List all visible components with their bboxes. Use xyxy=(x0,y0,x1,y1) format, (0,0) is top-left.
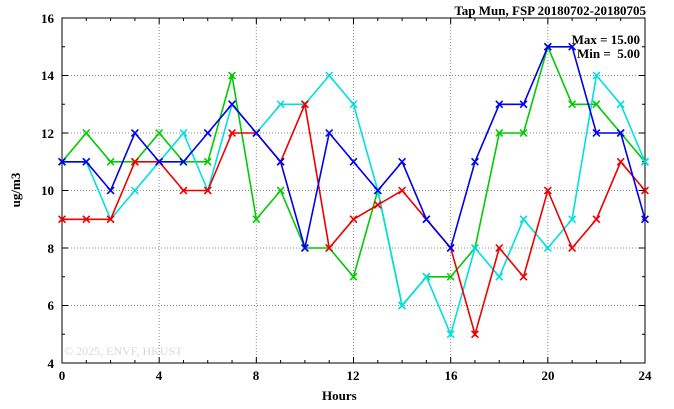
data-point-series-red xyxy=(349,215,358,224)
data-point-series-cyan xyxy=(641,157,649,166)
y-tick-label: 4 xyxy=(47,356,55,371)
data-point-series-green xyxy=(106,157,115,166)
y-tick-label: 12 xyxy=(41,126,54,141)
data-point-series-red xyxy=(519,272,528,281)
data-point-series-red xyxy=(641,186,649,195)
data-point-series-blue xyxy=(179,157,188,166)
data-point-series-red xyxy=(228,129,237,137)
watermark: © 2025, ENVF, HKUST xyxy=(64,344,183,358)
x-tick-label: 8 xyxy=(252,368,260,383)
data-point-series-cyan xyxy=(495,272,504,281)
data-point-series-red xyxy=(130,157,139,166)
x-tick-label: 16 xyxy=(444,368,458,383)
data-point-series-blue xyxy=(252,129,261,137)
data-point-series-green xyxy=(155,129,164,137)
data-point-series-red xyxy=(106,215,115,224)
data-point-series-blue xyxy=(519,100,528,109)
y-tick-label: 14 xyxy=(41,68,54,83)
data-point-series-cyan xyxy=(568,215,577,224)
data-point-series-green xyxy=(446,272,455,281)
data-point-series-blue xyxy=(276,157,285,166)
data-point-series-red xyxy=(373,200,382,209)
data-point-series-blue xyxy=(568,42,577,51)
data-point-series-cyan xyxy=(398,301,407,310)
data-point-series-cyan xyxy=(130,186,139,195)
data-point-series-blue xyxy=(422,215,431,224)
x-tick-label: 0 xyxy=(58,368,66,383)
data-point-series-blue xyxy=(58,157,66,166)
data-point-series-green xyxy=(519,129,528,137)
data-point-series-red xyxy=(179,186,188,195)
data-point-series-cyan xyxy=(446,330,455,339)
x-tick-label: 4 xyxy=(155,368,163,383)
y-tick-label: 16 xyxy=(41,11,54,26)
y-tick-label: 6 xyxy=(47,298,55,313)
data-point-series-red xyxy=(325,244,334,252)
data-point-series-blue xyxy=(616,129,625,137)
x-tick-label: 24 xyxy=(638,368,652,383)
y-tick-label: 10 xyxy=(41,183,54,198)
data-point-series-blue xyxy=(495,100,504,109)
data-point-series-blue xyxy=(470,157,479,166)
data-point-series-red xyxy=(82,215,91,224)
data-point-series-cyan xyxy=(616,100,625,109)
x-axis-label: Hours xyxy=(322,388,357,403)
data-point-series-blue xyxy=(592,129,601,137)
data-point-series-green xyxy=(82,129,91,137)
data-point-series-red xyxy=(616,157,625,166)
data-point-series-green xyxy=(495,129,504,137)
data-point-series-cyan xyxy=(519,215,528,224)
data-point-series-blue xyxy=(300,244,309,252)
data-point-series-red xyxy=(495,244,504,252)
data-point-series-blue xyxy=(130,129,139,137)
data-point-series-red xyxy=(300,100,309,109)
data-point-series-blue xyxy=(373,186,382,195)
data-point-series-blue xyxy=(398,157,407,166)
data-point-series-cyan xyxy=(543,244,552,252)
data-point-series-blue xyxy=(82,157,91,166)
data-point-series-red xyxy=(543,186,552,195)
data-point-series-blue xyxy=(155,157,164,166)
data-point-series-red xyxy=(203,186,212,195)
data-point-series-cyan xyxy=(179,129,188,137)
data-point-series-cyan xyxy=(276,100,285,109)
data-point-series-blue xyxy=(543,42,552,51)
data-point-series-red xyxy=(568,244,577,252)
data-point-series-blue xyxy=(446,244,455,252)
data-point-series-cyan xyxy=(325,71,334,80)
series-line-series-green xyxy=(61,44,646,308)
data-point-series-blue xyxy=(325,129,334,137)
data-point-series-red xyxy=(592,215,601,224)
data-point-series-green xyxy=(228,71,237,80)
data-point-series-green xyxy=(349,272,358,281)
data-point-series-green xyxy=(592,100,601,109)
data-point-series-green xyxy=(568,100,577,109)
data-point-series-red xyxy=(58,215,66,224)
data-point-series-cyan xyxy=(592,71,601,80)
data-point-series-green xyxy=(203,157,212,166)
data-point-series-red xyxy=(470,330,479,339)
data-point-series-cyan xyxy=(422,272,431,281)
data-point-series-red xyxy=(398,186,407,195)
data-point-series-blue xyxy=(106,186,115,195)
x-tick-label: 20 xyxy=(541,368,555,383)
chart-title: Tap Mun, FSP 20180702-20180705 xyxy=(454,3,646,18)
data-point-series-cyan xyxy=(470,244,479,252)
y-tick-label: 8 xyxy=(47,241,55,256)
max-annotation: Max = 15.00 xyxy=(571,32,640,47)
data-point-series-blue xyxy=(349,157,358,166)
max-min-annotation: Max = 15.00 Min = 5.00 xyxy=(572,33,640,61)
data-point-series-green xyxy=(252,215,261,224)
data-point-series-cyan xyxy=(349,100,358,109)
data-point-series-green xyxy=(276,186,285,195)
x-tick-label: 12 xyxy=(346,368,360,383)
data-point-series-blue xyxy=(203,129,212,137)
min-annotation: Min = 5.00 xyxy=(576,46,640,61)
data-point-series-blue xyxy=(641,215,649,224)
data-point-series-blue xyxy=(228,100,237,109)
